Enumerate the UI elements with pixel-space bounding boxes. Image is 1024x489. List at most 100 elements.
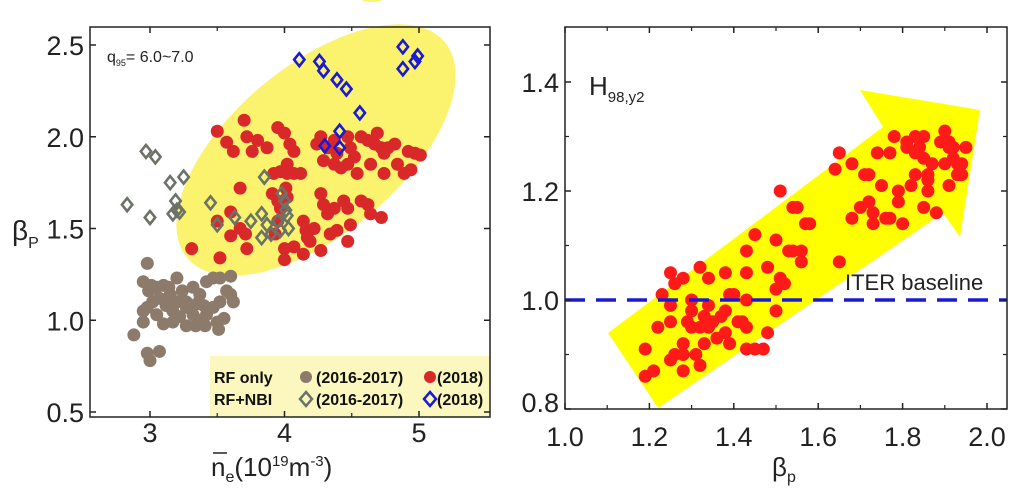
data-point [213, 251, 227, 265]
y-tick-label: 1.5 [46, 215, 84, 245]
x-tick-label: 1.2 [631, 422, 669, 452]
data-point-diamond [143, 208, 157, 227]
data-point [280, 157, 294, 171]
data-point-diamond [120, 196, 134, 214]
data-point [761, 326, 775, 340]
data-point [946, 140, 960, 154]
data-point [303, 234, 317, 248]
data-point-diamond [316, 62, 331, 80]
data-point-diamond [168, 192, 183, 210]
data-point [233, 181, 247, 195]
x-tick-label: 3 [142, 418, 157, 448]
data-point [891, 195, 905, 209]
data-point-diamond [254, 229, 269, 247]
data-point [390, 157, 404, 171]
data-point [397, 166, 411, 180]
data-point [296, 247, 310, 261]
data-point [323, 227, 337, 241]
data-point [748, 228, 762, 242]
data-point [938, 124, 952, 138]
data-point [330, 146, 344, 160]
data-point [739, 244, 753, 258]
legend-marker-red-circle [424, 371, 436, 383]
y-tick-label: 1.0 [521, 286, 559, 316]
data-point [260, 141, 274, 155]
data-point [887, 130, 901, 143]
data-point [845, 157, 859, 171]
iter-baseline-label: ITER baseline [845, 270, 983, 295]
data-point [127, 328, 141, 342]
legend-marker-blue-diamond [422, 390, 438, 408]
data-point [883, 211, 897, 225]
data-point [739, 266, 753, 280]
data-point-diamond [332, 122, 347, 140]
data-point [718, 266, 732, 280]
data-point [190, 297, 204, 311]
data-point-diamond [244, 212, 258, 230]
y-tick-label: 0.8 [521, 388, 559, 418]
right-plot-frame [564, 26, 1008, 410]
data-point [364, 157, 378, 171]
data-point [179, 319, 193, 333]
data-point-diamond [395, 38, 410, 56]
y-tick-label: 1.2 [521, 177, 559, 207]
data-point [693, 358, 707, 372]
data-point [921, 184, 935, 198]
data-point [866, 217, 880, 231]
legend-rf-only: RF only [214, 370, 273, 387]
data-point [676, 337, 690, 351]
data-point [343, 218, 357, 232]
data-point [240, 242, 254, 256]
left-x-axis-label: ne(1019m-3) [211, 452, 332, 486]
data-point [388, 137, 402, 151]
data-point [828, 162, 842, 176]
data-point [832, 255, 846, 269]
left-ticks: 3 4 5 0.5 1.0 1.5 2.0 2.5 [46, 27, 490, 448]
data-point-diamond [176, 168, 191, 186]
data-point [213, 271, 227, 285]
data-point-diamond [203, 194, 218, 212]
data-point-diamond [166, 205, 180, 223]
right-ticks: 1.0 1.2 1.4 1.6 1.8 2.0 0.8 1.0 1.2 1.4 [521, 27, 1007, 452]
data-point [904, 179, 918, 193]
data-point [278, 253, 291, 267]
y-tick-label: 1.4 [521, 68, 559, 98]
data-point [942, 179, 956, 193]
data-point [317, 154, 331, 168]
data-point [136, 315, 150, 329]
data-point [413, 148, 427, 162]
data-point-diamond [257, 168, 272, 186]
data-point [891, 184, 905, 198]
data-point-diamond [139, 142, 153, 161]
data-point [883, 146, 897, 160]
data-point [769, 233, 783, 247]
data-point [689, 348, 703, 361]
data-point [370, 126, 384, 140]
data-point-diamond [317, 137, 332, 155]
data-point-diamond [278, 201, 293, 219]
legend-marker-gray-diamond [298, 390, 314, 408]
data-point [224, 205, 238, 219]
left-chart: 3 4 5 0.5 1.0 1.5 2.0 2.5 q95= 6.0~7.0 βP ne(10… [12, 24, 491, 486]
right-points [638, 124, 973, 383]
data-point-diamond [148, 148, 163, 166]
data-point [210, 315, 224, 329]
data-point [676, 348, 690, 361]
top-yellow-blob [361, 0, 383, 2]
x-tick-label: 1.6 [799, 422, 837, 452]
right-x-axis-label: βp [772, 452, 796, 486]
data-point [739, 293, 753, 307]
data-point-diamond [210, 216, 225, 234]
x-tick-label: 1.0 [546, 422, 584, 452]
data-point-diamond [264, 225, 278, 243]
h98-annotation: H98,y2 [589, 71, 644, 106]
data-point-diamond [227, 208, 242, 227]
data-point [136, 304, 150, 318]
data-point [870, 146, 884, 160]
data-point [769, 304, 783, 318]
data-point [150, 308, 164, 322]
data-point [334, 161, 348, 175]
data-point [251, 133, 265, 147]
data-point [794, 244, 808, 258]
data-point [693, 260, 707, 274]
